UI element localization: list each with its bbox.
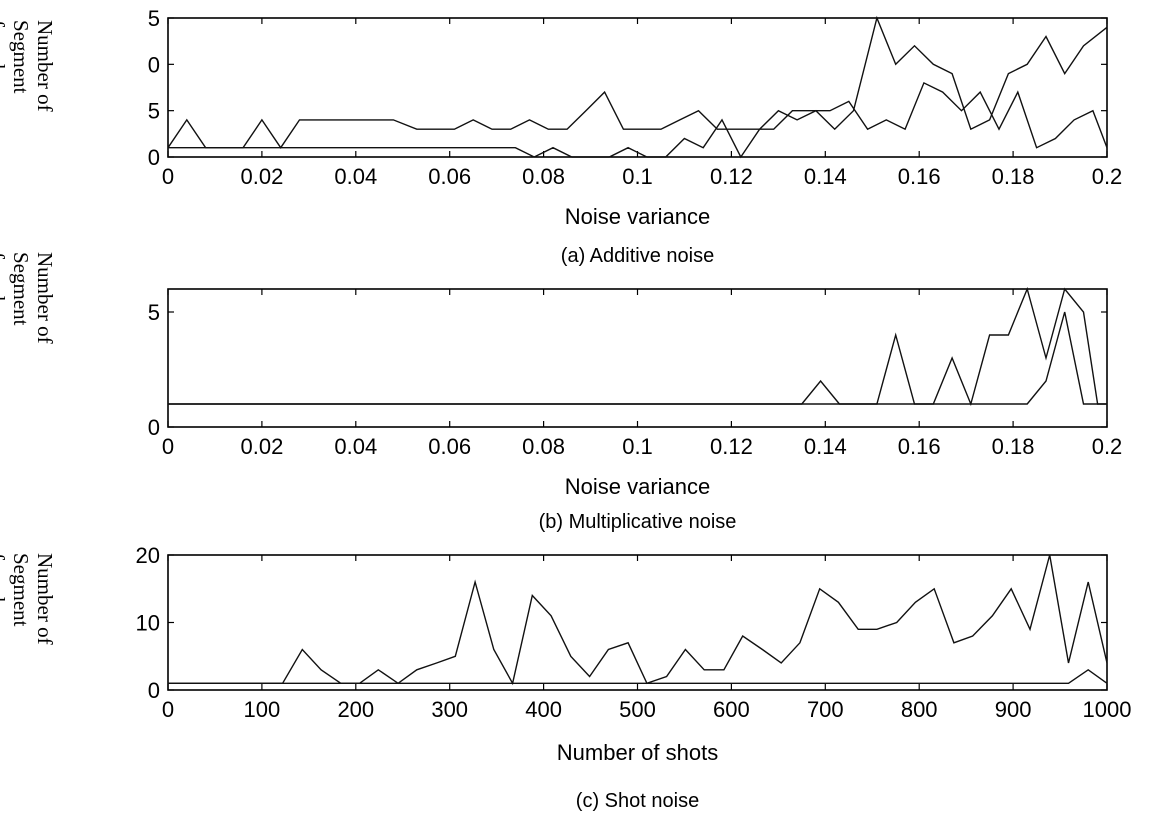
x-tick-label: 0.18 — [992, 434, 1035, 459]
x-tick-label: 200 — [337, 697, 374, 722]
panel-caption: (b) Multiplicative noise — [539, 511, 737, 533]
x-tick-label: 0.08 — [522, 434, 565, 459]
series-line-1 — [168, 554, 1108, 686]
y-axis-label-line: found — [0, 252, 9, 301]
plot-frame — [167, 17, 1108, 158]
x-tick-label: 0.08 — [522, 164, 565, 189]
x-tick-label: 500 — [619, 697, 656, 722]
panel-shot-noise: 0 100 200 300 400 500 600 700 800 900 1000 0 10 20 Num… — [0, 543, 1131, 812]
series-line-2 — [168, 15, 1108, 159]
x-tick-label: 1000 — [1083, 697, 1132, 722]
x-tick-label: 0.04 — [334, 164, 377, 189]
y-tick-label: 5 — [148, 99, 160, 124]
x-tick-label: 0.1 — [622, 434, 653, 459]
x-tick-label: 300 — [431, 697, 468, 722]
panel-multiplicative-noise: 0 0.02 0.04 0.06 0.08 0.1 0.12 0.14 0.16 0.18 0.2 0… — [0, 252, 1122, 533]
x-tick-label: 0.2 — [1092, 434, 1123, 459]
x-axis-label: Noise variance — [565, 474, 711, 499]
y-axis-label-line: found — [0, 20, 9, 69]
x-tick-label: 0.06 — [428, 434, 471, 459]
x-tick-label: 400 — [525, 697, 562, 722]
y-axis-label: Number ofSegmentfound — [0, 553, 57, 645]
y-tick-label: 5 — [148, 6, 160, 31]
y-axis-label-line: Segment — [9, 553, 33, 627]
x-tick-label: 0.02 — [240, 434, 283, 459]
x-tick-label: 800 — [901, 697, 938, 722]
x-tick-label: 700 — [807, 697, 844, 722]
x-tick-label: 600 — [713, 697, 750, 722]
panel-caption: (c) Shot noise — [576, 790, 699, 812]
plot-frame — [167, 288, 1108, 428]
y-axis-label: Number ofSegmentfound — [0, 20, 57, 112]
x-tick-label: 0.2 — [1092, 164, 1123, 189]
x-axis-label: Number of shots — [557, 740, 718, 765]
panel-additive-noise: 0 0.02 0.04 0.06 0.08 0.1 0.12 0.14 0.16 0.18 0.2 0… — [0, 6, 1122, 267]
plot-frame — [167, 554, 1108, 691]
series-line-1 — [167, 81, 1108, 149]
x-tick-label: 0.04 — [334, 434, 377, 459]
x-tick-label: 0 — [162, 434, 174, 459]
y-axis-label-line: Number of — [33, 20, 57, 112]
x-tick-label: 0.14 — [804, 164, 847, 189]
panel-caption: (a) Additive noise — [561, 245, 714, 267]
y-axis-label-line: found — [0, 553, 9, 602]
x-tick-label: 0.06 — [428, 164, 471, 189]
x-tick-label: 0.18 — [992, 164, 1035, 189]
x-axis-label: Noise variance — [565, 204, 711, 229]
y-axis-label-line: Segment — [9, 252, 33, 326]
y-tick-label: 0 — [148, 415, 160, 440]
x-tick-label: 0.12 — [710, 164, 753, 189]
series-line-2 — [168, 668, 1108, 684]
x-tick-label: 0.16 — [898, 164, 941, 189]
x-tick-label: 100 — [244, 697, 281, 722]
series-line-1 — [168, 286, 1107, 407]
y-axis-label-line: Segment — [9, 20, 33, 94]
y-tick-label: 10 — [136, 611, 160, 636]
series-line-2 — [168, 311, 1107, 405]
x-tick-label: 900 — [995, 697, 1032, 722]
y-axis-label-line: Number of — [33, 252, 57, 344]
x-tick-label: 0.16 — [898, 434, 941, 459]
x-tick-label: 0.1 — [622, 164, 653, 189]
y-axis-label: Number ofSegmentfound — [0, 252, 57, 344]
y-tick-label: 0 — [148, 52, 160, 77]
y-tick-label: 20 — [136, 543, 160, 568]
x-tick-label: 0.12 — [710, 434, 753, 459]
y-tick-label: 0 — [148, 145, 160, 170]
x-tick-label: 0 — [162, 697, 174, 722]
y-tick-label: 0 — [148, 678, 160, 703]
y-axis-label-line: Number of — [33, 553, 57, 645]
x-tick-label: 0.02 — [240, 164, 283, 189]
x-tick-label: 0.14 — [804, 434, 847, 459]
y-tick-label: 5 — [148, 300, 160, 325]
x-tick-label: 0 — [162, 164, 174, 189]
